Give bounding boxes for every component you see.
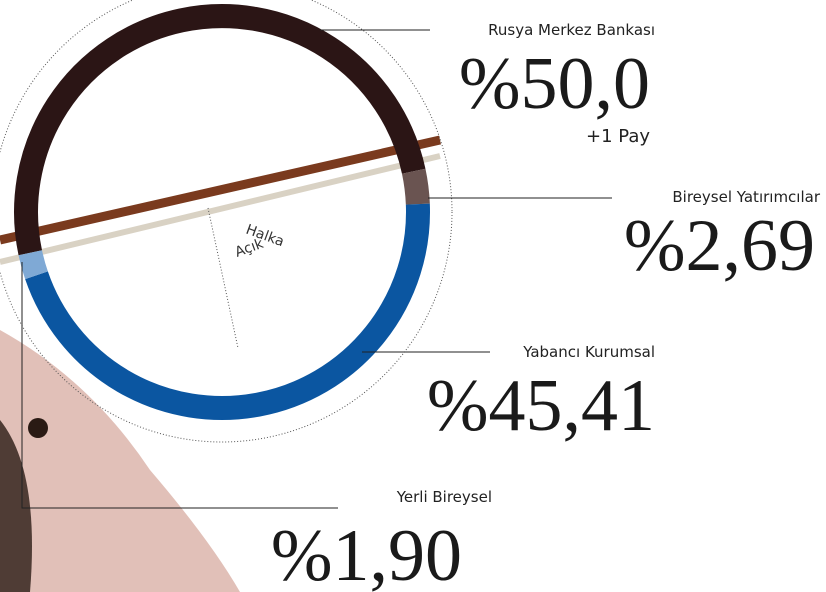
annotation: +1 Pay: [586, 126, 650, 147]
outer-ring: [0, 0, 453, 443]
category-label: Yabancı Kurumsal: [522, 343, 655, 361]
donut-segment: [14, 4, 426, 256]
category-label: Yerli Bireysel: [396, 488, 492, 506]
leader-lines: [21, 29, 612, 509]
donut-segment: [25, 203, 430, 420]
category-label: Bireysel Yatırımcılar: [672, 188, 820, 206]
value-label: %2,69: [624, 205, 815, 287]
value-label: %45,41: [427, 365, 655, 447]
category-label: Rusya Merkez Bankası: [488, 21, 655, 39]
annotation: Açık: [233, 235, 267, 260]
value-label: %1,90: [271, 515, 462, 592]
value-label: %50,0: [459, 43, 650, 125]
donut-segment: [401, 168, 430, 205]
donut-segment: [18, 250, 48, 280]
decoration: [0, 135, 441, 592]
divider: [207, 207, 239, 349]
